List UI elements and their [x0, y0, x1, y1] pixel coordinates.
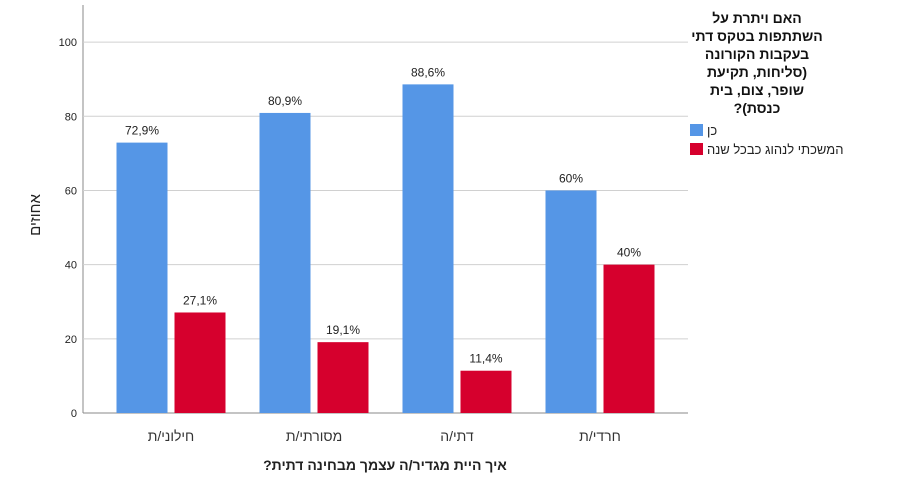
legend-item-label: כן: [707, 123, 717, 138]
x-tick-label: מסורתי/ת: [286, 428, 342, 444]
data-label: 88,6%: [411, 65, 445, 79]
y-tick-label: 20: [65, 334, 77, 346]
y-tick-label: 0: [71, 408, 77, 420]
data-label: 72,9%: [125, 124, 159, 138]
y-tick-label: 100: [59, 37, 77, 49]
legend-title: (סליחות, תקיעת: [707, 64, 807, 80]
y-tick-label: 40: [65, 260, 77, 272]
legend-title: השתתפות בטקס דתי: [691, 28, 823, 44]
data-label: 19,1%: [326, 323, 360, 337]
legend-title: כנסת)?: [734, 100, 781, 116]
bar: [116, 142, 168, 413]
y-tick-label: 60: [65, 185, 77, 197]
data-label: 80,9%: [268, 94, 302, 108]
x-axis-label: איך היית מגדיר/ה עצמך מבחינה דתית?: [263, 457, 507, 473]
data-label: 40%: [617, 246, 641, 260]
legend-item-label: המשכתי לנהוג כבכל שנה: [707, 142, 843, 157]
bar: [402, 84, 454, 413]
legend-swatch: [690, 143, 703, 155]
bar: [317, 342, 369, 413]
bar: [174, 312, 226, 413]
legend-title: שופר, צום, בית: [710, 82, 804, 98]
bar: [460, 370, 512, 413]
legend-title: האם ויתרת על: [712, 10, 801, 26]
bar: [259, 112, 311, 414]
bar: [545, 190, 597, 413]
data-label: 27,1%: [183, 293, 217, 307]
bar: [603, 264, 655, 413]
x-tick-label: חילוני/ת: [148, 428, 195, 444]
x-tick-label: חרדי/ת: [579, 428, 621, 444]
x-tick-label: דתי/ה: [440, 428, 474, 444]
data-label: 11,4%: [469, 352, 502, 366]
legend-swatch: [690, 124, 703, 136]
y-axis-label: אחוזים: [27, 194, 44, 236]
data-label: 60%: [559, 171, 583, 185]
legend-title: בעקבות הקורונה: [705, 46, 809, 62]
y-tick-label: 80: [65, 111, 77, 123]
